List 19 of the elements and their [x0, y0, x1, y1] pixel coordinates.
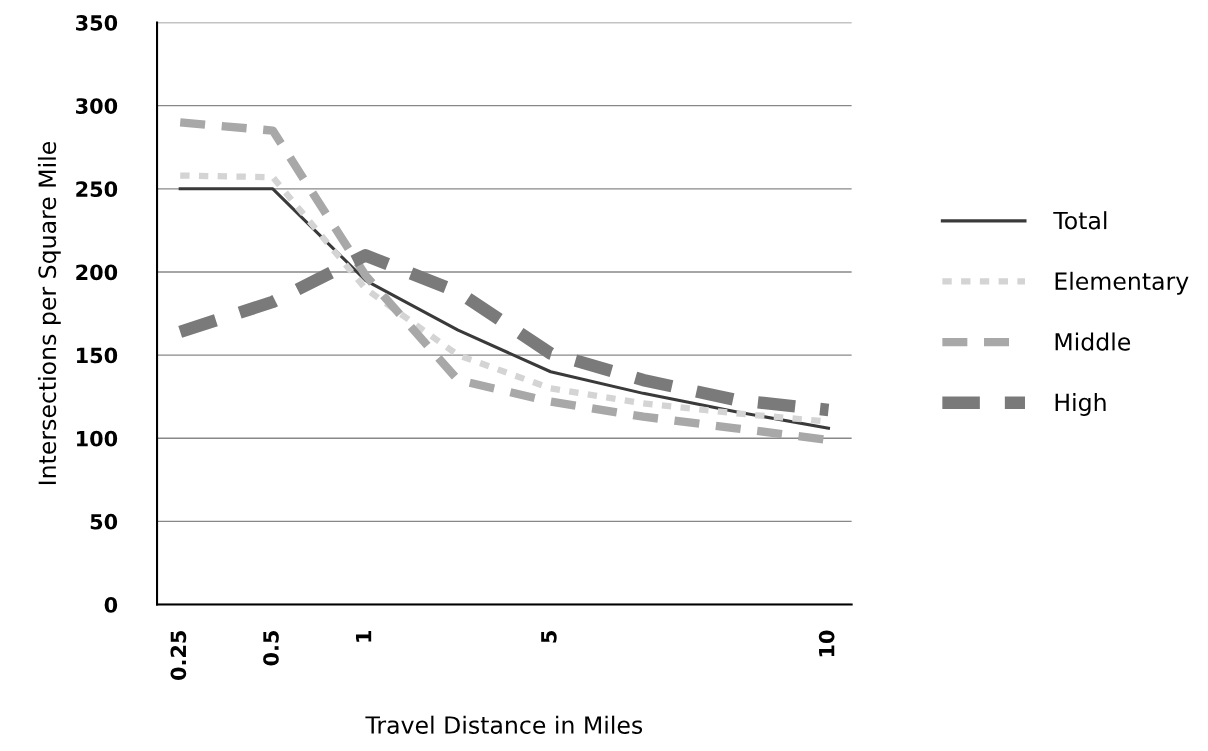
- x-axis-title: Travel Distance in Miles: [365, 715, 643, 734]
- legend-label: Total: [1053, 211, 1107, 230]
- y-axis-title: Intersections per Square Mile: [37, 141, 61, 485]
- y-tick-label: 300: [76, 98, 118, 114]
- legend-label: High: [1055, 393, 1106, 416]
- x-tick-label: 5: [541, 631, 557, 643]
- y-tick-label: 250: [76, 181, 118, 198]
- y-tick-label: 50: [90, 513, 118, 530]
- y-tick-label: 350: [76, 14, 118, 31]
- legend-label: Elementary: [1055, 271, 1189, 295]
- x-tick-label: 0.5: [263, 631, 279, 666]
- y-tick-label: 150: [77, 347, 118, 364]
- x-tick-label: 0.25: [170, 631, 187, 680]
- y-tick-label: 100: [77, 430, 118, 447]
- x-tick-label: 10: [818, 630, 835, 657]
- y-tick-label: 200: [76, 264, 118, 281]
- legend-label: Middle: [1055, 332, 1131, 351]
- x-tick-label: 1: [355, 630, 372, 642]
- y-tick-label: 0: [104, 597, 118, 613]
